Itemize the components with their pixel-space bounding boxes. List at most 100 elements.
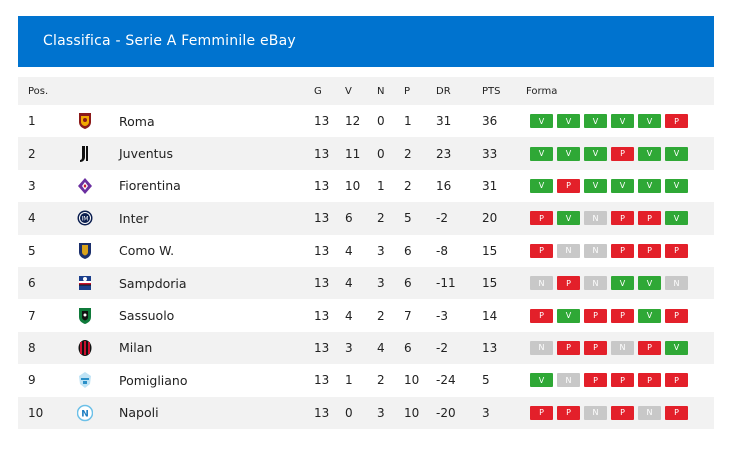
- goal-difference-cell: -11: [436, 276, 456, 291]
- form-badge: V: [638, 308, 661, 323]
- goal-difference-cell: 23: [436, 146, 452, 161]
- form-badge: N: [584, 405, 607, 420]
- table-row[interactable]: 6 Sampdoria 13 4 3 6 -11 15 N P N V V N: [18, 266, 714, 300]
- form-badge: V: [530, 178, 553, 193]
- wins-cell: 6: [345, 211, 353, 226]
- points-cell: 15: [482, 276, 498, 291]
- table-header-row: Pos. G V N P DR PTS Forma: [18, 77, 714, 105]
- form-badge: V: [584, 146, 607, 161]
- team-name[interactable]: Pomigliano: [119, 372, 188, 388]
- form-badge: V: [611, 114, 634, 129]
- games-cell: 13: [314, 308, 330, 323]
- form-badge: P: [611, 243, 634, 258]
- games-cell: 13: [314, 211, 330, 226]
- column-header-pts: PTS: [482, 85, 501, 97]
- team-name[interactable]: Como W.: [119, 243, 175, 259]
- form-badge: P: [665, 243, 688, 258]
- team-name[interactable]: Sampdoria: [119, 275, 187, 291]
- goal-difference-cell: -2: [436, 211, 448, 226]
- form-badge: V: [530, 146, 553, 161]
- page-title: Classifica - Serie A Femminile eBay: [43, 33, 296, 49]
- table-body: 1 Roma 13 12 0 1 31 36 V V V V V P 2 Juventus 13 11 0 2 23 33…: [18, 105, 714, 429]
- form-badge: V: [557, 308, 580, 323]
- position-cell: 6: [28, 276, 36, 291]
- form-badge: P: [611, 405, 634, 420]
- form-badge: P: [584, 308, 607, 323]
- form-badge: V: [557, 146, 580, 161]
- losses-cell: 10: [404, 405, 420, 420]
- form-badge: V: [584, 114, 607, 129]
- form-badge: N: [611, 340, 634, 355]
- wins-cell: 1: [345, 373, 353, 388]
- form-badge: P: [530, 405, 553, 420]
- form-badge: P: [611, 308, 634, 323]
- table-row[interactable]: 10 Napoli 13 0 3 10 -20 3 N P P N P N P: [18, 396, 714, 429]
- goal-difference-cell: -8: [436, 243, 448, 258]
- form-badge: N: [557, 243, 580, 258]
- table-row[interactable]: 2 Juventus 13 11 0 2 23 33 V V V P V V: [18, 137, 714, 170]
- column-header-dr: DR: [436, 85, 451, 97]
- team-name[interactable]: Roma: [119, 113, 155, 129]
- form-badge: V: [638, 114, 661, 129]
- position-cell: 7: [28, 308, 36, 323]
- table-row[interactable]: 8 Milan 13 3 4 6 -2 13 N P P N P V: [18, 331, 714, 365]
- losses-cell: 7: [404, 308, 412, 323]
- column-header-pos: Pos.: [28, 85, 49, 97]
- standings-header: Classifica - Serie A Femminile eBay: [18, 16, 714, 67]
- games-cell: 13: [314, 114, 330, 129]
- draws-cell: 4: [377, 340, 385, 355]
- goal-difference-cell: -20: [436, 405, 456, 420]
- form-badge: P: [638, 211, 661, 226]
- team-name[interactable]: Fiorentina: [119, 178, 181, 194]
- goal-difference-cell: 16: [436, 178, 452, 193]
- inter-crest-icon: IM: [75, 202, 95, 234]
- draws-cell: 3: [377, 405, 385, 420]
- table-row[interactable]: 4 Inter 13 6 2 5 -2 20 IM P V N P P V: [18, 202, 714, 235]
- standings-table: Pos. G V N P DR PTS Forma 1 Roma 13 12 0 1 31 3…: [18, 77, 714, 429]
- form-badge: P: [530, 308, 553, 323]
- draws-cell: 1: [377, 178, 385, 193]
- wins-cell: 11: [345, 146, 361, 161]
- table-row[interactable]: 5 Como W. 13 4 3 6 -8 15 P N N P P P: [18, 235, 714, 267]
- form-badge: N: [638, 405, 661, 420]
- position-cell: 8: [28, 340, 36, 355]
- form-badge: V: [611, 178, 634, 193]
- team-name[interactable]: Milan: [119, 340, 153, 356]
- position-cell: 3: [28, 178, 36, 193]
- form-badge: P: [530, 243, 553, 258]
- form-badge: V: [665, 178, 688, 193]
- table-row[interactable]: 1 Roma 13 12 0 1 31 36 V V V V V P: [18, 105, 714, 137]
- team-name[interactable]: Inter: [119, 210, 149, 226]
- form-badge: P: [557, 340, 580, 355]
- form-badge: V: [638, 146, 661, 161]
- goal-difference-cell: -2: [436, 340, 448, 355]
- form-badge: N: [557, 373, 580, 388]
- position-cell: 10: [28, 405, 44, 420]
- position-cell: 5: [28, 243, 36, 258]
- form-badge: P: [638, 373, 661, 388]
- games-cell: 13: [314, 405, 330, 420]
- table-row[interactable]: 3 Fiorentina 13 10 1 2 16 31 V P V V V V: [18, 170, 714, 202]
- team-name[interactable]: Juventus: [119, 146, 173, 162]
- team-name[interactable]: Sassuolo: [119, 308, 175, 324]
- form-badge: N: [584, 243, 607, 258]
- table-row[interactable]: 9 Pomigliano 13 1 2 10 -24 5 V N P P P P: [18, 364, 714, 396]
- games-cell: 13: [314, 276, 330, 291]
- team-name[interactable]: Napoli: [119, 405, 159, 421]
- position-cell: 1: [28, 114, 36, 129]
- column-header-n: N: [377, 85, 385, 97]
- wins-cell: 0: [345, 405, 353, 420]
- wins-cell: 4: [345, 308, 353, 323]
- goal-difference-cell: 31: [436, 114, 452, 129]
- form-badge: V: [638, 178, 661, 193]
- table-row[interactable]: 7 Sassuolo 13 4 2 7 -3 14 P V P P V P: [18, 299, 714, 331]
- games-cell: 13: [314, 373, 330, 388]
- form-badge: P: [584, 373, 607, 388]
- draws-cell: 2: [377, 211, 385, 226]
- losses-cell: 2: [404, 146, 412, 161]
